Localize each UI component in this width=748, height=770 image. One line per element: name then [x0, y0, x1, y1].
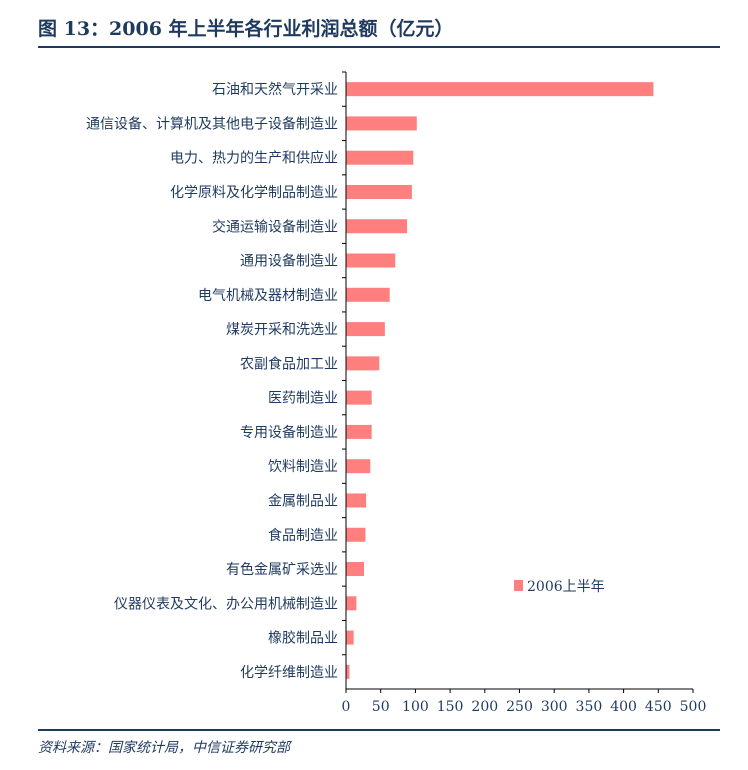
source-note: 资料来源：国家统计局，中信证券研究部: [38, 740, 290, 756]
category-labels: 石油和天然气开采业通信设备、计算机及其他电子设备制造业电力、热力的生产和供应业化…: [86, 81, 338, 681]
bar: [346, 630, 354, 645]
category-label: 医药制造业: [268, 391, 338, 407]
axes-group: [342, 71, 694, 693]
category-label: 橡胶制品业: [268, 630, 338, 647]
bar: [346, 562, 365, 577]
bar: [346, 424, 372, 439]
category-label: 电力、热力的生产和供应业: [170, 150, 338, 167]
bar: [346, 116, 417, 131]
title-rule: [38, 46, 720, 48]
bar: [346, 356, 380, 371]
category-label: 饮料制造业: [268, 459, 338, 475]
footer-rule: [38, 729, 720, 731]
category-label: 石油和天然气开采业: [212, 81, 338, 98]
x-tick-label: 100: [402, 699, 429, 715]
category-label: 通信设备、计算机及其他电子设备制造业: [86, 115, 338, 132]
bar: [346, 322, 385, 337]
x-tick-label: 0: [342, 699, 351, 715]
category-label: 化学纤维制造业: [240, 665, 338, 681]
legend: 2006上半年: [514, 579, 605, 595]
legend-swatch: [514, 580, 523, 591]
category-label: 通用设备制造业: [240, 253, 338, 270]
bar: [346, 390, 372, 405]
legend-label: 2006上半年: [527, 579, 605, 595]
bar: [346, 596, 357, 611]
category-label: 交通运输设备制造业: [212, 218, 338, 235]
category-label: 煤炭开采和洗选业: [226, 322, 338, 338]
x-tick-label: 200: [471, 699, 498, 715]
category-label: 金属制品业: [268, 493, 338, 509]
bar: [346, 184, 412, 199]
category-label: 化学原料及化学制品制造业: [170, 185, 338, 201]
bar: [346, 527, 366, 542]
category-label: 食品制造业: [268, 527, 338, 544]
x-tick-label: 50: [372, 699, 390, 715]
tick-labels: 0 50 100 150 200 250 300 350 400 450 500: [342, 699, 707, 715]
bar: [346, 493, 367, 508]
category-label: 有色金属矿采选业: [226, 561, 338, 578]
bar: [346, 219, 408, 234]
chart-title: 图 13：2006 年上半年各行业利润总额（亿元）: [38, 18, 454, 40]
bar: [346, 287, 390, 302]
category-label: 仪器仪表及文化、办公用机械制造业: [114, 596, 338, 612]
x-tick-label: 300: [541, 699, 568, 715]
bar: [346, 150, 414, 165]
bars-group: [346, 82, 654, 679]
x-tick-label: 350: [576, 699, 603, 715]
bar: [346, 253, 396, 268]
category-label: 农副食品加工业: [240, 355, 338, 372]
bar: [346, 82, 654, 97]
x-tick-label: 500: [680, 699, 707, 715]
bar: [346, 459, 371, 474]
x-tick-label: 250: [506, 699, 533, 715]
x-tick-label: 450: [645, 699, 672, 715]
bar-chart: 石油和天然气开采业通信设备、计算机及其他电子设备制造业电力、热力的生产和供应业化…: [86, 71, 707, 715]
x-tick-label: 400: [610, 699, 637, 715]
bar: [346, 664, 350, 679]
x-tick-label: 150: [437, 699, 464, 715]
category-label: 电气机械及器材制造业: [198, 288, 338, 304]
category-label: 专用设备制造业: [240, 424, 338, 441]
